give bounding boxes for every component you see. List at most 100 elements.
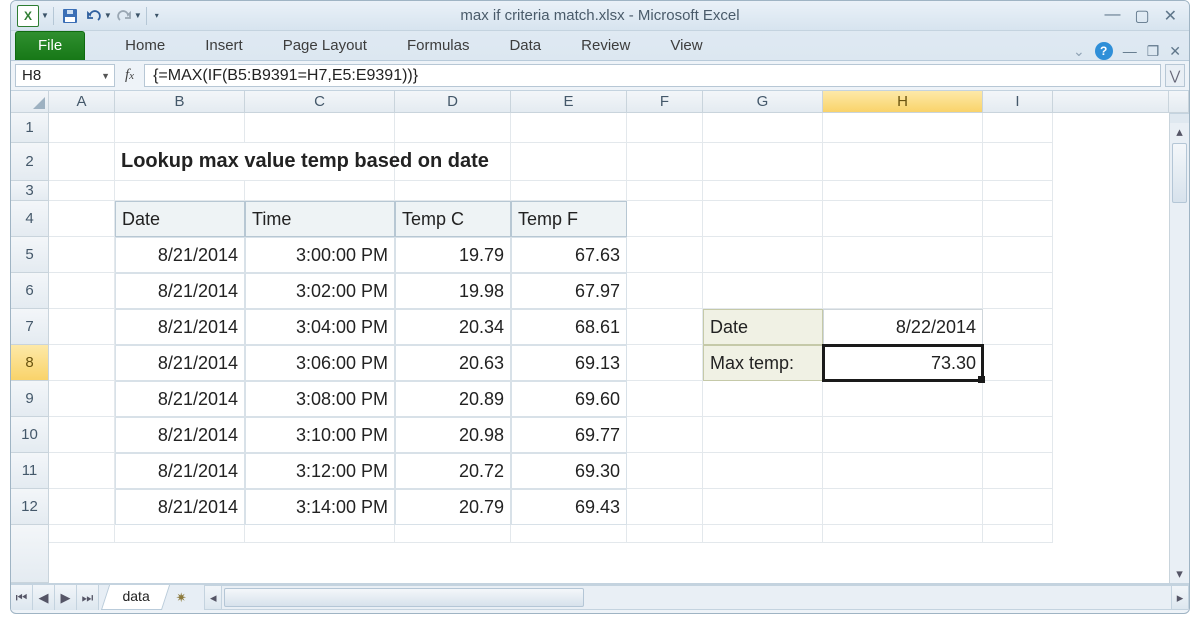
- scroll-left-icon[interactable]: ◂: [204, 585, 222, 610]
- col-header-I[interactable]: I: [983, 91, 1053, 112]
- cell-I-11[interactable]: [983, 453, 1053, 489]
- cell-B-1[interactable]: [115, 113, 245, 143]
- cell-B-7[interactable]: 8/21/2014: [115, 309, 245, 345]
- cell-F-2[interactable]: [627, 143, 703, 181]
- cell-E-13[interactable]: [511, 525, 627, 543]
- cell-I-8[interactable]: [983, 345, 1053, 381]
- cell-B-5[interactable]: 8/21/2014: [115, 237, 245, 273]
- row-header-8[interactable]: 8: [11, 345, 49, 381]
- cell-E-9[interactable]: 69.60: [511, 381, 627, 417]
- cell-D-9[interactable]: 20.89: [395, 381, 511, 417]
- cell-C-3[interactable]: [245, 181, 395, 201]
- cell-F-7[interactable]: [627, 309, 703, 345]
- cell-F-9[interactable]: [627, 381, 703, 417]
- cell-D-8[interactable]: 20.63: [395, 345, 511, 381]
- horizontal-scrollbar[interactable]: ◂ ▸: [204, 585, 1189, 610]
- cell-E-4[interactable]: Temp F: [511, 201, 627, 237]
- select-all-corner[interactable]: [11, 91, 49, 112]
- cell-G-3[interactable]: [703, 181, 823, 201]
- cell-A-2[interactable]: [49, 143, 115, 181]
- vertical-scrollbar[interactable]: ▴ ▾: [1169, 113, 1189, 583]
- cell-D-3[interactable]: [395, 181, 511, 201]
- cell-D-13[interactable]: [395, 525, 511, 543]
- ribbon-tab-page-layout[interactable]: Page Layout: [263, 32, 387, 60]
- file-tab[interactable]: File: [15, 31, 85, 60]
- cell-D-1[interactable]: [395, 113, 511, 143]
- cell-H-5[interactable]: [823, 237, 983, 273]
- cell-I-13[interactable]: [983, 525, 1053, 543]
- cell-H-4[interactable]: [823, 201, 983, 237]
- cells-area[interactable]: Lookup max value temp based on dateDateT…: [49, 113, 1169, 583]
- col-header-E[interactable]: E: [511, 91, 627, 112]
- cell-F-11[interactable]: [627, 453, 703, 489]
- save-button[interactable]: [58, 5, 82, 27]
- cell-E-5[interactable]: 67.63: [511, 237, 627, 273]
- cell-B-3[interactable]: [115, 181, 245, 201]
- cell-I-4[interactable]: [983, 201, 1053, 237]
- cell-E-10[interactable]: 69.77: [511, 417, 627, 453]
- cell-C-11[interactable]: 3:12:00 PM: [245, 453, 395, 489]
- sheet-tab-data[interactable]: data: [101, 585, 170, 610]
- cell-C-7[interactable]: 3:04:00 PM: [245, 309, 395, 345]
- row-header-5[interactable]: 5: [11, 237, 49, 273]
- cell-D-6[interactable]: 19.98: [395, 273, 511, 309]
- cell-C-4[interactable]: Time: [245, 201, 395, 237]
- cell-E-11[interactable]: 69.30: [511, 453, 627, 489]
- cell-E-2[interactable]: [511, 143, 627, 181]
- scroll-down-icon[interactable]: ▾: [1170, 565, 1189, 583]
- cell-I-3[interactable]: [983, 181, 1053, 201]
- close-button[interactable]: ✕: [1164, 6, 1177, 26]
- cell-I-6[interactable]: [983, 273, 1053, 309]
- ribbon-tab-view[interactable]: View: [650, 32, 722, 60]
- cell-D-11[interactable]: 20.72: [395, 453, 511, 489]
- cell-E-8[interactable]: 69.13: [511, 345, 627, 381]
- row-header-6[interactable]: 6: [11, 273, 49, 309]
- vscroll-thumb[interactable]: [1172, 143, 1187, 203]
- cell-A-6[interactable]: [49, 273, 115, 309]
- cell-C-6[interactable]: 3:02:00 PM: [245, 273, 395, 309]
- cell-D-12[interactable]: 20.79: [395, 489, 511, 525]
- cell-H-6[interactable]: [823, 273, 983, 309]
- cell-H-7[interactable]: 8/22/2014: [823, 309, 983, 345]
- row-header-12[interactable]: 12: [11, 489, 49, 525]
- undo-dropdown-icon[interactable]: ▼: [104, 11, 112, 20]
- cell-H-3[interactable]: [823, 181, 983, 201]
- fx-icon[interactable]: fx: [119, 67, 140, 84]
- cell-F-12[interactable]: [627, 489, 703, 525]
- cell-I-7[interactable]: [983, 309, 1053, 345]
- cell-G-5[interactable]: [703, 237, 823, 273]
- cell-E-12[interactable]: 69.43: [511, 489, 627, 525]
- cell-G-11[interactable]: [703, 453, 823, 489]
- cell-E-6[interactable]: 67.97: [511, 273, 627, 309]
- col-header-B[interactable]: B: [115, 91, 245, 112]
- scroll-up-icon[interactable]: ▴: [1170, 123, 1189, 141]
- cell-I-10[interactable]: [983, 417, 1053, 453]
- cell-B-10[interactable]: 8/21/2014: [115, 417, 245, 453]
- col-header-H[interactable]: H: [823, 91, 983, 112]
- col-header-C[interactable]: C: [245, 91, 395, 112]
- minimize-button[interactable]: —: [1104, 6, 1120, 26]
- cell-B-11[interactable]: 8/21/2014: [115, 453, 245, 489]
- app-menu-dropdown-icon[interactable]: ▼: [41, 11, 49, 20]
- cell-F-1[interactable]: [627, 113, 703, 143]
- cell-H-12[interactable]: [823, 489, 983, 525]
- cell-H-2[interactable]: [823, 143, 983, 181]
- cell-A-8[interactable]: [49, 345, 115, 381]
- cell-B-8[interactable]: 8/21/2014: [115, 345, 245, 381]
- cell-F-13[interactable]: [627, 525, 703, 543]
- cell-G-13[interactable]: [703, 525, 823, 543]
- cell-C-10[interactable]: 3:10:00 PM: [245, 417, 395, 453]
- cell-F-8[interactable]: [627, 345, 703, 381]
- undo-button[interactable]: [82, 5, 106, 27]
- new-sheet-button[interactable]: ✷: [166, 585, 196, 610]
- cell-G-12[interactable]: [703, 489, 823, 525]
- col-header-D[interactable]: D: [395, 91, 511, 112]
- cell-A-3[interactable]: [49, 181, 115, 201]
- hscroll-thumb[interactable]: [224, 588, 584, 607]
- cell-C-13[interactable]: [245, 525, 395, 543]
- cell-C-5[interactable]: 3:00:00 PM: [245, 237, 395, 273]
- cell-I-2[interactable]: [983, 143, 1053, 181]
- row-header-11[interactable]: 11: [11, 453, 49, 489]
- cell-F-10[interactable]: [627, 417, 703, 453]
- cell-G-10[interactable]: [703, 417, 823, 453]
